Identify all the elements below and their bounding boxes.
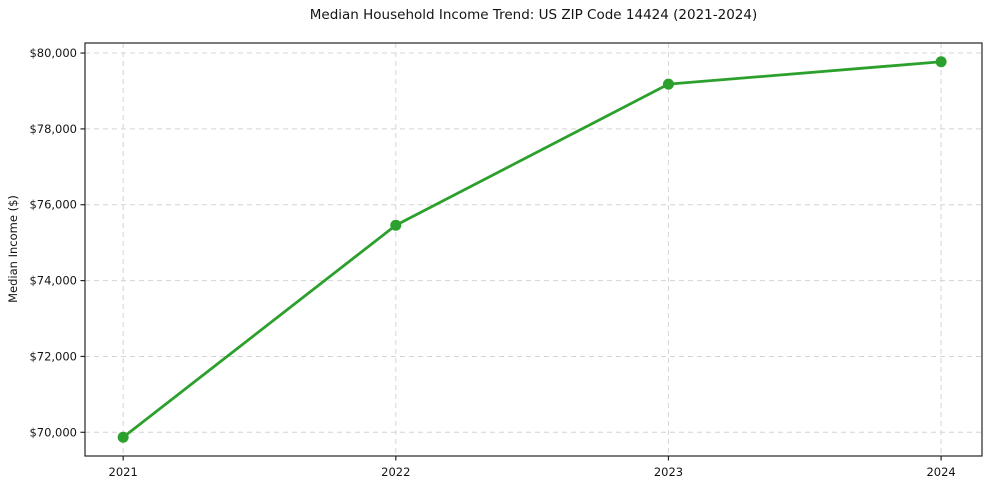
income-trend-line [121,60,943,439]
y-tick-label: $74,000 [29,274,77,288]
y-axis-label: Median Income ($) [6,195,20,303]
y-tick-label: $80,000 [29,46,77,60]
x-tick-label: 2021 [109,465,138,479]
plot-border [84,42,983,457]
data-point-marker [935,56,947,68]
data-point-marker [662,78,674,90]
x-tick-label: 2023 [654,465,683,479]
y-tick-label: $78,000 [29,122,77,136]
y-tick-label: $70,000 [29,425,77,439]
x-tick-label: 2024 [926,465,955,479]
data-point-marker [390,219,402,231]
data-point-marker [117,431,129,443]
chart-title: Median Household Income Trend: US ZIP Co… [309,7,758,23]
y-tick-label: $76,000 [29,198,77,212]
y-tick-label: $72,000 [29,349,77,363]
x-tick-label: 2022 [381,465,410,479]
